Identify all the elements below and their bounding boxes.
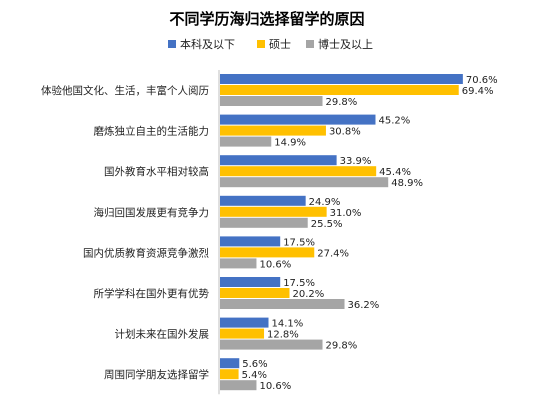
bar-0-0 [220, 74, 463, 84]
bar-1-2 [220, 166, 377, 177]
bar-0-4 [220, 236, 281, 247]
bar-1-0 [220, 85, 459, 95]
bar-2-3 [220, 217, 308, 228]
value-label: 17.5% [283, 278, 315, 289]
value-label: 29.8% [326, 341, 358, 352]
legend-swatch-1 [257, 40, 265, 48]
category-label: 磨炼独立自主的生活能力 [94, 125, 210, 138]
bar-2-0 [220, 96, 323, 106]
value-label: 30.8% [329, 127, 361, 138]
legend-label-1: 硕士 [269, 38, 291, 51]
value-label: 45.4% [379, 167, 411, 178]
value-label: 36.2% [348, 300, 380, 311]
value-label: 5.6% [242, 359, 267, 370]
value-label: 48.9% [391, 178, 423, 189]
chart-title: 不同学历海归选择留学的原因 [169, 10, 364, 28]
value-label: 29.8% [326, 97, 358, 108]
legend-swatch-0 [168, 40, 176, 48]
category-label: 海归回国发展更有竞争力 [94, 206, 210, 219]
bar-0-5 [220, 277, 281, 287]
bar-2-7 [220, 380, 257, 391]
category-label: 周围同学朋友选择留学 [104, 368, 209, 381]
bar-0-2 [220, 155, 337, 166]
bar-1-1 [220, 125, 326, 136]
bar-2-4 [220, 258, 257, 269]
category-label: 国内优质教育资源竞争激烈 [83, 246, 209, 259]
bar-1-7 [220, 369, 239, 380]
value-label: 5.4% [242, 370, 267, 381]
value-label: 14.9% [274, 138, 306, 149]
bar-0-1 [220, 114, 376, 125]
value-labels: 70.6%69.4% 29.8% 45.2% 30.8% 14.9% 33.9% 45.4%… [242, 75, 498, 392]
bars [220, 74, 463, 391]
value-label: 27.4% [317, 248, 349, 259]
legend: 本科及以下 硕士 博士及以上 [168, 37, 373, 51]
bar-1-3 [220, 206, 327, 217]
value-label: 24.9% [309, 197, 341, 208]
bar-1-4 [220, 247, 315, 258]
legend-label-0: 本科及以下 [180, 37, 235, 51]
value-label: 70.6% [466, 75, 498, 86]
category-label: 体验他国文化、生活，丰富个人阅历 [41, 84, 209, 97]
value-label: 12.8% [267, 330, 299, 341]
category-label: 计划未来在国外发展 [115, 328, 210, 341]
category-label: 所学学科在国外更有优势 [94, 287, 210, 300]
bar-1-5 [220, 288, 290, 298]
value-label: 45.2% [378, 116, 410, 127]
bar-2-6 [220, 339, 323, 350]
value-label: 31.0% [330, 208, 362, 219]
category-labels: 体验他国文化、生活，丰富个人阅历磨炼独立自主的生活能力国外教育水平相对较高海归回… [41, 84, 209, 381]
bar-2-5 [220, 299, 345, 309]
value-label: 33.9% [340, 156, 372, 167]
value-label: 17.5% [283, 237, 315, 248]
value-label: 20.2% [292, 289, 324, 300]
bar-2-2 [220, 177, 389, 188]
value-label: 10.6% [259, 381, 291, 392]
value-label: 25.5% [311, 219, 343, 230]
value-label: 14.1% [272, 319, 304, 330]
bar-0-3 [220, 195, 306, 206]
legend-label-2: 博士及以上 [318, 38, 373, 51]
bar-0-6 [220, 317, 269, 328]
legend-swatch-2 [306, 40, 314, 48]
bar-2-1 [220, 136, 272, 147]
value-label: 69.4% [462, 86, 494, 97]
bar-1-6 [220, 328, 265, 339]
bar-0-7 [220, 358, 240, 369]
category-label: 国外教育水平相对较高 [104, 165, 209, 178]
value-label: 10.6% [259, 259, 291, 270]
